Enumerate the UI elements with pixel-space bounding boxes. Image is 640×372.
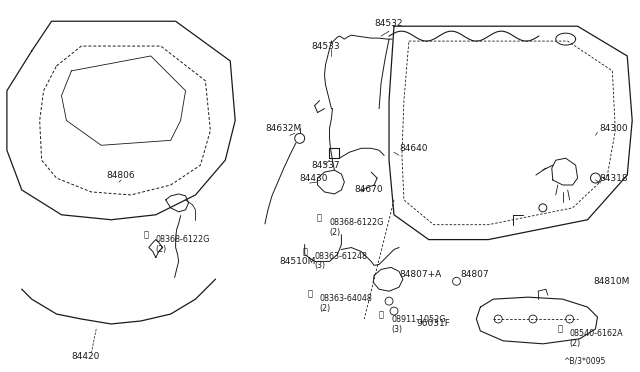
Text: 84806: 84806 bbox=[106, 171, 135, 180]
Text: 08540-6162A: 08540-6162A bbox=[570, 329, 623, 338]
Text: 84632M: 84632M bbox=[265, 124, 301, 133]
Text: Ⓢ: Ⓢ bbox=[143, 230, 148, 239]
Text: 08368-6122G: 08368-6122G bbox=[156, 235, 210, 244]
Text: Ⓢ: Ⓢ bbox=[557, 324, 563, 333]
Text: 84532: 84532 bbox=[374, 19, 403, 28]
Text: (2): (2) bbox=[319, 304, 331, 313]
Text: 96031F: 96031F bbox=[417, 320, 451, 328]
Text: 84300: 84300 bbox=[600, 124, 628, 133]
Text: (2): (2) bbox=[330, 228, 340, 237]
Text: 84807: 84807 bbox=[461, 270, 489, 279]
Text: 08363-61248: 08363-61248 bbox=[315, 251, 367, 260]
Text: Ⓢ: Ⓢ bbox=[307, 290, 312, 299]
Text: 84537: 84537 bbox=[312, 161, 340, 170]
Text: 84510M: 84510M bbox=[280, 257, 316, 266]
Text: 08911-1052G: 08911-1052G bbox=[391, 315, 445, 324]
Text: 84318: 84318 bbox=[600, 174, 628, 183]
Text: ^B/3*0095: ^B/3*0095 bbox=[563, 356, 605, 365]
Text: 84670: 84670 bbox=[355, 186, 383, 195]
Text: 84533: 84533 bbox=[312, 42, 340, 51]
Text: 84420: 84420 bbox=[72, 352, 100, 361]
Text: 84640: 84640 bbox=[399, 144, 428, 153]
Text: (2): (2) bbox=[570, 339, 581, 348]
Text: 84807+A: 84807+A bbox=[399, 270, 441, 279]
Text: 08368-6122G: 08368-6122G bbox=[330, 218, 384, 227]
Text: (3): (3) bbox=[391, 325, 402, 334]
Text: (2): (2) bbox=[156, 244, 167, 254]
Text: 84810M: 84810M bbox=[593, 277, 630, 286]
Text: 08363-64048: 08363-64048 bbox=[319, 294, 372, 303]
Text: Ⓢ: Ⓢ bbox=[317, 213, 322, 222]
Text: Ⓢ: Ⓢ bbox=[302, 247, 307, 256]
Text: 84430: 84430 bbox=[300, 174, 328, 183]
Text: Ⓝ: Ⓝ bbox=[379, 311, 383, 320]
Text: (3): (3) bbox=[315, 262, 326, 270]
